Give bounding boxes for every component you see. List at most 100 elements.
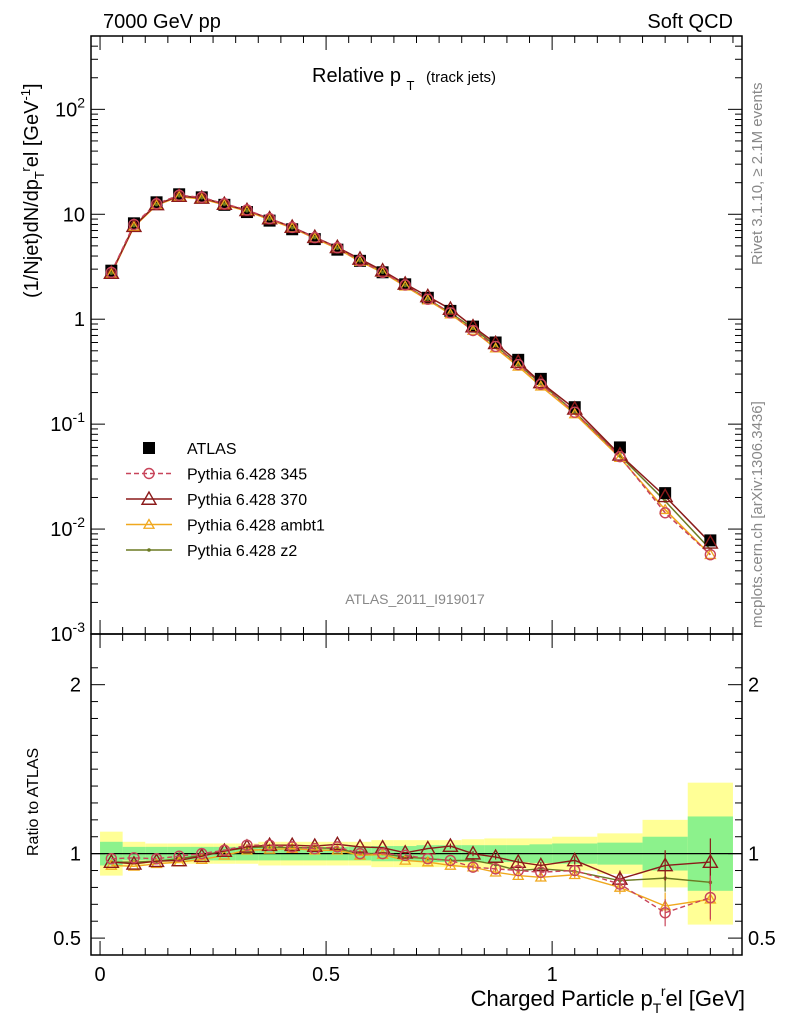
marker-circle [535,866,547,878]
ratio-y-tick-label: 2 [70,675,81,697]
y-label-exp: -1 [18,89,33,101]
marker-triangle [351,838,369,853]
marker-circle [331,242,344,254]
ratio-y-axis-label: Ratio to ATLAS [25,748,42,856]
x-label-part1: Charged Particle p [471,986,653,1011]
marker-circle [354,847,366,860]
marker-triangle [396,275,414,290]
ratio-y-tick-label: 1 [70,844,81,866]
ratio-markers-p345 [105,839,717,927]
marker-triangle-small [466,324,480,335]
marker-circle [489,863,502,875]
y-tick-label: 10-1 [50,409,85,436]
y-label-close: ] [21,83,43,89]
marker-triangle [510,853,527,869]
ratio-y-tick-label-right: 0.5 [748,928,776,950]
y-tick-base: 10 [50,624,72,646]
marker-triangle [238,838,256,853]
marker-circle [376,266,389,278]
x-axis-label: Charged Particle pTrel [GeV] [471,983,745,1016]
title-sub: T [407,78,415,93]
y-tick-label: 1 [74,309,85,331]
legend-label: Pythia 6.428 345 [187,467,307,484]
legend-item-p370: Pythia 6.428 370 [126,490,307,509]
y-tick-base: 10 [55,99,77,121]
marker-circle [331,841,344,853]
marker-dot [290,225,294,230]
marker-triangle [464,318,482,333]
marker-circle [218,198,231,210]
y-tick-label: 102 [55,94,85,121]
marker-dot [154,202,159,207]
marker-triangle [656,857,674,872]
y-tick-exp: -1 [73,409,86,425]
marker-circle [489,340,502,353]
series-line-p345 [110,194,711,556]
marker-dot [312,235,317,240]
marker-triangle [442,837,459,852]
x-tick-label: 0 [94,964,105,986]
main-panel-title: Relative p T (track jets) [312,65,496,95]
marker-circle [241,839,253,851]
legend-item-ambt1: Pythia 6.428 ambt1 [126,518,325,535]
marker-circle [173,850,185,862]
marker-circle [128,852,140,864]
y-label-part2: el [GeV [21,100,43,167]
marker-triangle-small [421,855,434,867]
marker-triangle [487,848,504,863]
legend: ATLAS Pythia 6.428 345 Pythia 6.428 370 Pyt… [126,441,325,560]
marker-circle [399,849,411,862]
series-line-p370 [110,195,711,544]
legend-swatch [143,442,155,454]
marker-dot [222,202,227,206]
y-tick-label: 10 [63,204,85,226]
marker-triangle [140,490,158,505]
y-tick-exp: -3 [73,619,86,635]
y-tick-base: 10 [50,414,72,436]
marker-circle [150,853,163,865]
marker-circle [143,467,155,480]
marker-circle [422,853,434,865]
legend-item-p345: Pythia 6.428 345 [126,467,307,484]
marker-dot [267,217,272,221]
analysis-label: ATLAS_2011_I919017 [345,591,485,607]
marker-circle [286,221,298,234]
y-label-sub: T [32,171,47,179]
title-main: Relative p [312,65,401,87]
marker-triangle [702,853,719,869]
marker-dot [147,548,151,552]
marker-triangle [148,852,165,868]
marker-circle [263,839,276,851]
legend-label: Pythia 6.428 ambt1 [187,518,325,535]
x-tick-label: 0.5 [312,964,340,986]
legend-label: ATLAS [187,441,237,458]
marker-dot [426,297,430,302]
marker-triangle [216,842,233,858]
marker-triangle [170,187,188,203]
x-label-sup: r [661,983,666,999]
marker-circle [444,854,457,867]
x-tick-label: 1 [547,964,558,986]
x-label-sub: T [653,1000,662,1016]
marker-circle [150,198,163,210]
atlas-marker [127,217,140,230]
marker-triangle-small [704,548,717,560]
marker-circle [286,841,298,853]
y-label-part1: (1/Njet)dN/dp [21,179,43,298]
marker-triangle [148,196,165,211]
y-tick-label: 10-2 [50,514,85,541]
ratio-y-tick-label-right: 2 [748,675,759,697]
marker-circle [241,204,253,216]
marker-circle [309,231,321,244]
marker-circle [444,307,457,319]
marker-circle [105,853,118,865]
marker-triangle [464,845,482,860]
marker-circle [309,842,321,855]
marker-dot [109,271,114,275]
marker-circle [399,279,411,291]
marker-triangle-small [127,859,141,871]
y-tick-label: 10-3 [50,619,85,646]
marker-circle [535,378,547,390]
